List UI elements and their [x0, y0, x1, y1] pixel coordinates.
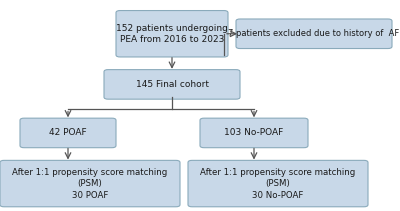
FancyBboxPatch shape: [0, 160, 180, 207]
Text: 7 patients excluded due to history of  AF: 7 patients excluded due to history of AF: [228, 29, 400, 38]
Text: After 1:1 propensity score matching
(PSM)
30 POAF: After 1:1 propensity score matching (PSM…: [12, 168, 168, 200]
Text: 152 patients undergoing
PEA from 2016 to 2023: 152 patients undergoing PEA from 2016 to…: [116, 24, 228, 44]
FancyBboxPatch shape: [20, 118, 116, 148]
FancyBboxPatch shape: [104, 70, 240, 99]
FancyBboxPatch shape: [200, 118, 308, 148]
FancyBboxPatch shape: [116, 11, 228, 57]
Text: 42 POAF: 42 POAF: [49, 128, 87, 137]
FancyBboxPatch shape: [188, 160, 368, 207]
FancyBboxPatch shape: [236, 19, 392, 49]
Text: 145 Final cohort: 145 Final cohort: [136, 80, 208, 89]
Text: 103 No-POAF: 103 No-POAF: [224, 128, 284, 137]
Text: After 1:1 propensity score matching
(PSM)
30 No-POAF: After 1:1 propensity score matching (PSM…: [200, 168, 356, 200]
